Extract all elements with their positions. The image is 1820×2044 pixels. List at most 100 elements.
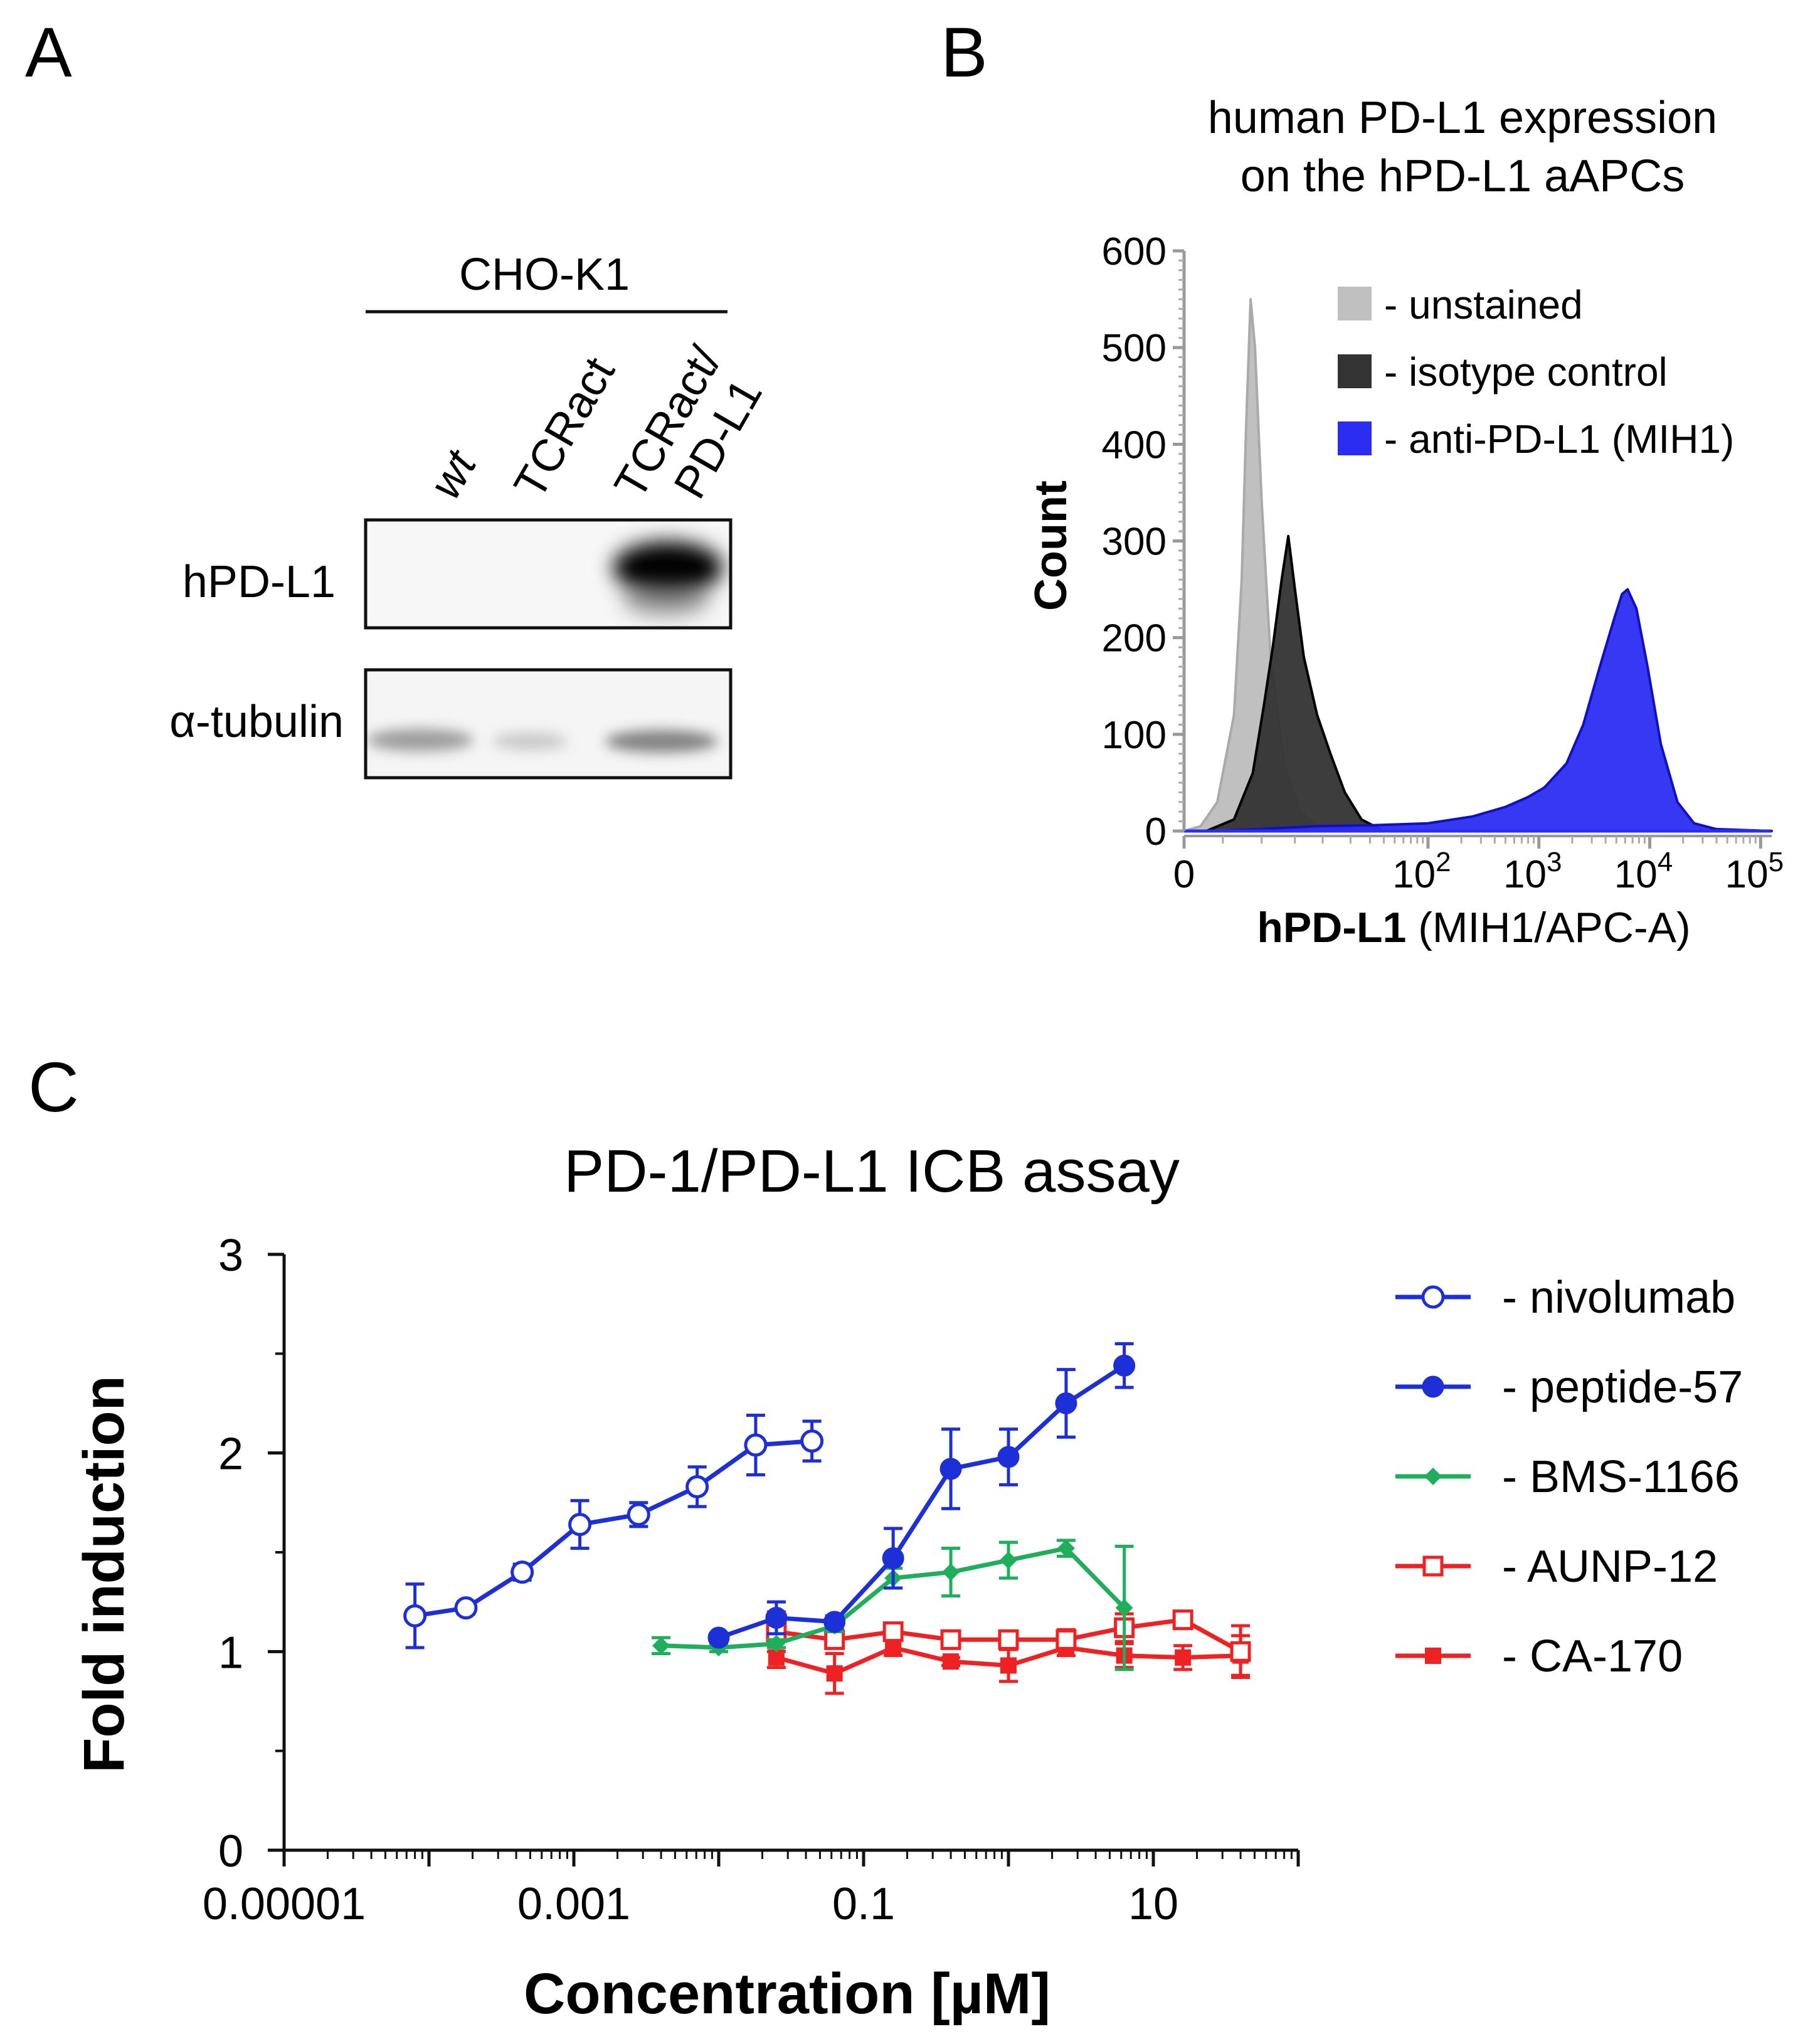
icb-x-axis-label: Concentration [µM] <box>524 1962 1050 2026</box>
panel-c: C PD-1/PD-L1 ICB assay Fold induction Co… <box>28 1048 1743 2026</box>
icb-axes: 0 1 2 3 0.00001 0.001 0.1 10 <box>203 1231 1300 1929</box>
data-point <box>1230 1641 1251 1662</box>
data-point <box>943 1653 960 1670</box>
data-point <box>998 1629 1019 1650</box>
flow-x-tick-label: 103 <box>1503 847 1562 896</box>
icb-x-tick-label: 0.00001 <box>203 1879 366 1929</box>
data-point <box>1175 1649 1192 1666</box>
data-point <box>1113 1354 1136 1377</box>
data-point <box>882 1547 904 1569</box>
flow-x-tick-exponent: 5 <box>1769 847 1784 877</box>
blot-hpdl1-frame <box>364 518 733 630</box>
lane-label-wt: wt <box>420 441 487 507</box>
data-point <box>942 1563 960 1581</box>
data-point <box>454 1596 478 1620</box>
data-point <box>1115 1599 1133 1617</box>
legend-label-antipdl1: - anti-PD-L1 (MIH1) <box>1384 416 1734 462</box>
legend-swatch-unstained <box>1338 287 1372 320</box>
icb-y-tick-label: 1 <box>218 1628 243 1678</box>
legend-marker-peptide <box>1422 1375 1444 1398</box>
data-point <box>511 1560 534 1584</box>
blot-tubulin-band-wt <box>367 729 474 751</box>
data-point <box>826 1665 843 1682</box>
data-point <box>767 1634 785 1653</box>
flow-y-tick-label: 400 <box>1102 423 1167 467</box>
data-point <box>1055 1629 1077 1650</box>
data-point <box>1057 1539 1075 1557</box>
data-point <box>1172 1609 1193 1631</box>
blot-tubulin-frame <box>364 668 733 780</box>
data-point <box>568 1513 592 1537</box>
flow-x-tick-exponent: 4 <box>1658 847 1673 877</box>
data-point <box>940 1629 961 1650</box>
legend-label-bms: - BMS-1166 <box>1502 1452 1740 1502</box>
icb-title: PD-1/PD-L1 ICB assay <box>564 1138 1180 1205</box>
flow-title-line1: human PD-L1 expression <box>1208 93 1717 143</box>
legend-label-ca170: - CA-170 <box>1502 1631 1683 1681</box>
histogram-antipdl1 <box>1216 588 1773 832</box>
icb-y-tick-label: 3 <box>218 1231 243 1281</box>
data-point <box>885 1639 902 1656</box>
flow-y-tick-label: 100 <box>1102 714 1167 757</box>
blot-hpdl1 <box>364 518 733 630</box>
panel-c-letter: C <box>28 1048 79 1126</box>
legend-marker-nivolumab <box>1421 1285 1445 1309</box>
icb-y-axis-label: Fold induction <box>72 1375 136 1773</box>
legend-label-peptide: - peptide-57 <box>1502 1362 1743 1412</box>
series-nivolumab <box>403 1414 824 1649</box>
data-point <box>685 1475 709 1498</box>
blot-hpdl1-band-tcract-pdl1 <box>613 541 723 594</box>
legend-label-isotype: - isotype control <box>1384 349 1668 395</box>
series-peptide <box>707 1342 1136 1649</box>
blot-tubulin-frame-bg <box>366 670 731 778</box>
histogram-isotype <box>1205 534 1385 832</box>
flow-x-tick-label: 104 <box>1614 847 1673 896</box>
icb-x-tick-label: 0.1 <box>832 1879 895 1929</box>
flow-histograms <box>1183 298 1773 833</box>
legend-swatch-isotype <box>1338 354 1372 388</box>
icb-y-tick-label: 0 <box>218 1826 243 1877</box>
data-point <box>403 1604 427 1628</box>
data-point <box>1000 1657 1017 1674</box>
flow-x-axis-label-rest: (MIH1/APC-A) <box>1406 904 1690 951</box>
blot-label-tubulin: α-tubulin <box>169 697 344 747</box>
panel-b-letter: B <box>941 13 988 92</box>
blot-tubulin-band-tcract <box>492 733 568 750</box>
cell-line-label: CHO-K1 <box>459 250 630 300</box>
blot-tubulin-band-tcract-pdl1 <box>605 730 718 753</box>
data-point <box>800 1429 824 1453</box>
flow-y-axis-label: Count <box>1026 480 1076 611</box>
blot-label-hpdl1: hPD-L1 <box>183 557 336 607</box>
legend-label-aunp: - AUNP-12 <box>1502 1542 1718 1592</box>
legend-marker-bms <box>1424 1468 1442 1485</box>
data-point <box>939 1458 962 1480</box>
flow-x-tick-base: 10 <box>1725 853 1769 896</box>
flow-y-tick-label: 200 <box>1102 617 1167 660</box>
flow-x-tick-exponent: 2 <box>1436 847 1451 877</box>
data-point <box>652 1636 670 1655</box>
flow-x-tick-label: 105 <box>1725 847 1784 896</box>
flow-x-axis-label-bold: hPD-L1 <box>1257 904 1406 951</box>
flow-y-tick-label: 600 <box>1102 230 1167 273</box>
flow-y-tick-label: 500 <box>1102 327 1167 370</box>
icb-x-tick-label: 0.001 <box>517 1879 630 1929</box>
legend-swatch-antipdl1 <box>1338 421 1372 455</box>
blot-hpdl1-band-tail <box>622 581 710 617</box>
flow-y-tick-label: 300 <box>1102 521 1167 564</box>
legend-marker-aunp <box>1422 1555 1444 1577</box>
icb-legend: - nivolumab - peptide-57 - BMS-1166 - AUNP-… <box>1395 1273 1743 1681</box>
icb-y-tick-label: 2 <box>218 1429 243 1480</box>
data-point <box>707 1626 730 1649</box>
flow-x-tick-base: 10 <box>1614 853 1658 896</box>
series-line <box>415 1439 812 1618</box>
icb-series <box>403 1342 1251 1695</box>
panel-b: B human PD-L1 expression on the hPD-L1 a… <box>941 13 1784 951</box>
data-point <box>823 1611 846 1633</box>
flow-x-tick-base: 10 <box>1503 853 1547 896</box>
panel-a-letter: A <box>25 13 72 92</box>
flow-legend: - unstained - isotype control - anti-PD-… <box>1338 282 1734 462</box>
legend-marker-ca170 <box>1425 1648 1441 1664</box>
data-point <box>744 1433 768 1457</box>
